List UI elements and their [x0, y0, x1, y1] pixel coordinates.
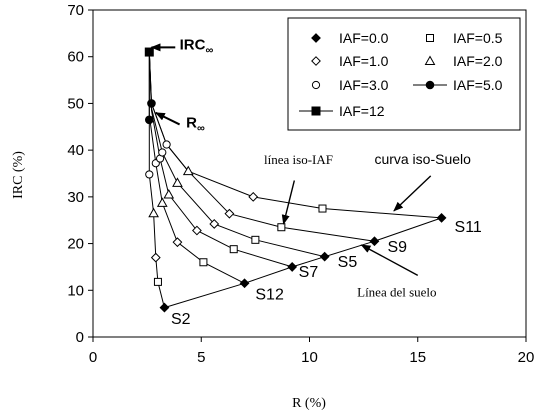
- data-point: [153, 277, 162, 286]
- y-tick-label: 60: [67, 49, 84, 66]
- annotation-iso-suelo: curva iso-Suelo: [374, 151, 471, 167]
- soil-line: [164, 217, 442, 309]
- x-tick-label: 0: [89, 349, 97, 366]
- soil-label: S2: [171, 311, 191, 328]
- legend-marker: [424, 55, 436, 65]
- annotation-arrow: [281, 180, 296, 225]
- data-point: [224, 208, 235, 219]
- annotation-r-inf: R∞: [186, 115, 205, 135]
- legend-label: IAF=0.0: [339, 30, 389, 46]
- x-tick-label: 5: [197, 349, 205, 366]
- data-point: [199, 258, 208, 267]
- data-point: [369, 236, 380, 247]
- y-tick-label: 30: [67, 189, 84, 206]
- legend-marker: [425, 80, 435, 90]
- data-point: [162, 140, 171, 149]
- soil-label: S5: [338, 254, 358, 271]
- data-point: [156, 197, 168, 207]
- data-point: [147, 99, 156, 108]
- x-axis-title: R (%): [292, 396, 326, 411]
- x-tick-label: 20: [518, 349, 535, 366]
- legend-marker: [311, 56, 321, 66]
- y-axis-title: IRC (%): [11, 151, 26, 199]
- data-point: [172, 237, 183, 248]
- axes: 0 5 10 15 20 0 10 20 30 40 50 60 70: [67, 2, 534, 366]
- soil-label: S7: [299, 264, 319, 281]
- data-point: [319, 251, 330, 262]
- legend-label: IAF=12: [339, 103, 385, 119]
- y-tick-label: 50: [67, 95, 84, 112]
- legend-label: IAF=0.5: [453, 30, 503, 46]
- annotations: IRC∞ R∞ línea iso-IAF curva iso-Suelo Línea …: [150, 37, 471, 299]
- legend-marker: [311, 106, 321, 116]
- data-point: [158, 148, 167, 157]
- data-point: [248, 191, 259, 202]
- legend-marker: [311, 80, 321, 90]
- data-point: [239, 278, 250, 289]
- data-point: [318, 204, 327, 213]
- x-tick-label: 10: [301, 349, 318, 366]
- annotation-arrow: [360, 244, 419, 276]
- legend-label: IAF=2.0: [453, 53, 503, 69]
- x-tick-label: 15: [409, 349, 426, 366]
- annotation-arrow: [154, 111, 181, 126]
- data-point: [163, 189, 175, 199]
- y-tick-label: 40: [67, 142, 84, 159]
- data-point: [436, 212, 447, 223]
- y-tick-label: 70: [67, 2, 84, 19]
- soil-label: S11: [455, 219, 482, 236]
- data-point: [148, 207, 159, 218]
- data-point: [182, 165, 194, 176]
- data-point: [144, 47, 154, 57]
- data-point: [144, 115, 154, 125]
- soil-label: S12: [255, 287, 284, 304]
- legend-marker: [426, 34, 434, 42]
- y-tick-label: 10: [67, 282, 84, 299]
- data-point: [145, 170, 154, 179]
- legend-marker: [311, 33, 321, 43]
- legend-label: IAF=3.0: [339, 77, 389, 93]
- data-point: [287, 262, 298, 272]
- annotation-irc-inf: IRC∞: [180, 37, 214, 57]
- data-markers: [144, 47, 447, 313]
- soil-labels: S2 S12 S7 S5 S9 S11: [171, 219, 482, 328]
- y-tick-label: 0: [76, 329, 84, 346]
- legend: IAF=0.0 IAF=0.5 IAF=1.0 IAF=2.0 IAF=3.0 IAF=5…: [287, 17, 521, 131]
- legend-label: IAF=5.0: [453, 77, 503, 93]
- data-point: [192, 225, 202, 236]
- data-point: [209, 219, 220, 229]
- data-point: [150, 252, 161, 263]
- annotation-iso-iaf: línea iso-IAF: [264, 152, 333, 167]
- soil-label: S9: [387, 239, 407, 256]
- data-point: [251, 235, 260, 244]
- legend-label: IAF=1.0: [339, 53, 389, 69]
- annotation-arrow: [393, 175, 432, 212]
- data-point: [277, 223, 286, 232]
- data-point: [172, 177, 183, 187]
- data-point: [229, 245, 238, 254]
- y-tick-label: 20: [67, 236, 84, 253]
- data-point: [159, 302, 170, 313]
- annotation-soil-line: Línea del suelo: [357, 284, 436, 299]
